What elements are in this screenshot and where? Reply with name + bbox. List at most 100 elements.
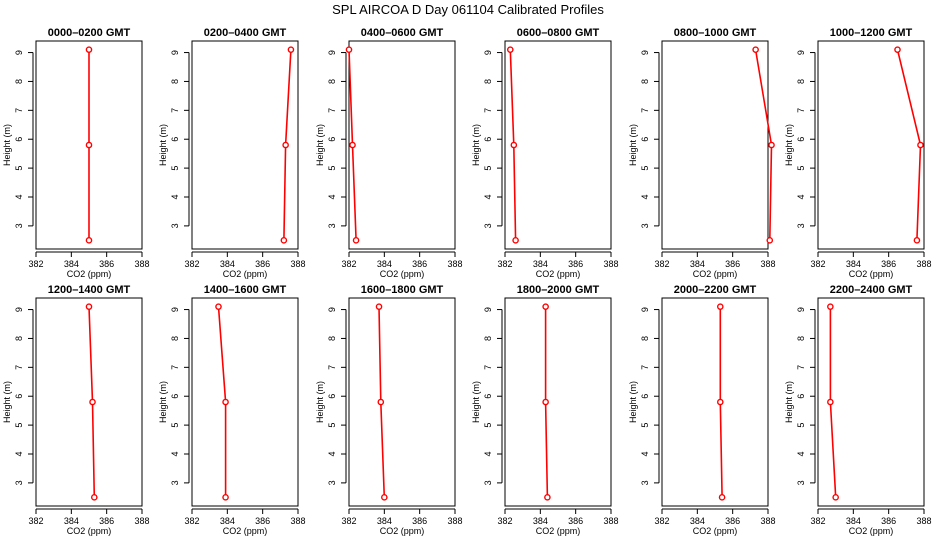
x-tick-label: 382 — [497, 259, 512, 269]
y-tick-label: 3 — [483, 480, 493, 485]
y-tick-label: 4 — [170, 194, 180, 199]
x-tick-label: 386 — [568, 259, 583, 269]
y-tick-label: 8 — [170, 79, 180, 84]
y-tick-label: 8 — [640, 336, 650, 341]
x-tick-label: 388 — [134, 516, 149, 526]
y-tick-label: 8 — [327, 79, 337, 84]
y-tick-label: 6 — [796, 394, 806, 399]
y-tick-label: 8 — [640, 79, 650, 84]
plot-frame — [191, 40, 299, 250]
data-point — [752, 46, 759, 53]
x-tick-label: 382 — [341, 259, 356, 269]
data-point — [542, 303, 549, 310]
x-axis-label: CO2 (ppm) — [380, 526, 425, 536]
x-tick-label: 384 — [533, 516, 548, 526]
y-axis-label: Height (m) — [784, 124, 794, 166]
y-tick-label: 6 — [796, 137, 806, 142]
data-point — [287, 46, 295, 53]
x-tick-label: 388 — [290, 259, 305, 269]
y-tick-label: 4 — [170, 451, 180, 456]
y-tick-label: 7 — [170, 108, 180, 113]
x-axis-label: CO2 (ppm) — [849, 526, 894, 536]
y-tick-label: 4 — [796, 451, 806, 456]
x-tick-label: 384 — [846, 516, 861, 526]
x-tick-label: 388 — [447, 259, 462, 269]
profile-line — [896, 49, 922, 241]
y-tick-label: 5 — [170, 166, 180, 171]
x-tick-label: 388 — [760, 516, 775, 526]
y-tick-label: 4 — [327, 451, 337, 456]
x-tick-label: 382 — [810, 259, 825, 269]
y-tick-label: 7 — [170, 365, 180, 370]
y-tick-label: 5 — [327, 423, 337, 428]
x-tick-label: 386 — [725, 259, 740, 269]
profile-panel-6: 1000–1200 GMT 382 384 386 388 CO2 (ppm) 3 4 5 6 7 8… — [784, 27, 932, 279]
y-tick-label: 6 — [640, 394, 650, 399]
y-tick-label: 8 — [483, 79, 493, 84]
y-tick-label: 5 — [796, 423, 806, 428]
y-tick-label: 7 — [640, 365, 650, 370]
x-tick-label: 386 — [881, 516, 896, 526]
x-tick-label: 382 — [497, 516, 512, 526]
data-point — [894, 46, 901, 53]
profile-panel-10: 1800–2000 GMT 382 384 386 388 CO2 (ppm) 3 4 5 6 7 8… — [471, 284, 619, 536]
x-axis-label: CO2 (ppm) — [693, 526, 738, 536]
data-point — [718, 494, 726, 501]
y-tick-label: 5 — [14, 166, 24, 171]
x-axis-label: CO2 (ppm) — [693, 269, 738, 279]
y-tick-label: 7 — [14, 108, 24, 113]
data-point — [717, 398, 724, 406]
data-point — [377, 398, 385, 406]
y-tick-label: 7 — [640, 108, 650, 113]
y-tick-label: 7 — [327, 108, 337, 113]
x-tick-label: 388 — [916, 259, 931, 269]
x-tick-label: 382 — [341, 516, 356, 526]
x-tick-label: 388 — [134, 259, 149, 269]
y-tick-label: 3 — [170, 480, 180, 485]
x-tick-label: 384 — [377, 259, 392, 269]
x-tick-label: 384 — [64, 516, 79, 526]
x-tick-label: 382 — [28, 516, 43, 526]
y-tick-label: 9 — [14, 50, 24, 55]
x-axis-label: CO2 (ppm) — [67, 269, 112, 279]
y-tick-label: 6 — [170, 394, 180, 399]
y-tick-label: 9 — [640, 50, 650, 55]
data-point — [512, 237, 519, 244]
y-tick-label: 6 — [327, 137, 337, 142]
data-point — [766, 237, 774, 244]
y-tick-label: 6 — [483, 137, 493, 142]
x-tick-label: 384 — [846, 259, 861, 269]
y-axis-label: Height (m) — [158, 381, 168, 423]
y-tick-label: 5 — [640, 423, 650, 428]
x-axis-label: CO2 (ppm) — [536, 526, 581, 536]
panel-title: 0600–0800 GMT — [517, 27, 600, 39]
y-tick-label: 5 — [483, 423, 493, 428]
plot-frame — [504, 297, 612, 507]
data-point — [832, 494, 839, 501]
y-tick-label: 6 — [483, 394, 493, 399]
y-tick-label: 6 — [170, 137, 180, 142]
y-tick-label: 5 — [170, 423, 180, 428]
y-tick-label: 4 — [14, 451, 24, 456]
profile-panel-1: 0000–0200 GMT 382 384 386 388 CO2 (ppm) 3 4 5 6 7 8… — [2, 27, 150, 279]
y-tick-label: 5 — [796, 166, 806, 171]
x-axis-label: CO2 (ppm) — [536, 269, 581, 279]
panel-title: 1200–1400 GMT — [48, 284, 131, 296]
y-tick-label: 8 — [796, 336, 806, 341]
y-tick-label: 9 — [327, 50, 337, 55]
x-tick-label: 382 — [28, 259, 43, 269]
y-tick-label: 9 — [483, 307, 493, 312]
data-point — [375, 303, 383, 310]
y-tick-label: 7 — [483, 108, 493, 113]
x-tick-label: 388 — [916, 516, 931, 526]
x-axis-label: CO2 (ppm) — [380, 269, 425, 279]
x-tick-label: 386 — [881, 259, 896, 269]
x-tick-label: 386 — [255, 259, 270, 269]
plot-frame — [35, 40, 143, 250]
plot-frame — [191, 297, 299, 507]
y-axis-label: Height (m) — [628, 381, 638, 423]
y-axis-label: Height (m) — [628, 124, 638, 166]
y-tick-label: 6 — [327, 394, 337, 399]
data-point — [768, 141, 775, 149]
